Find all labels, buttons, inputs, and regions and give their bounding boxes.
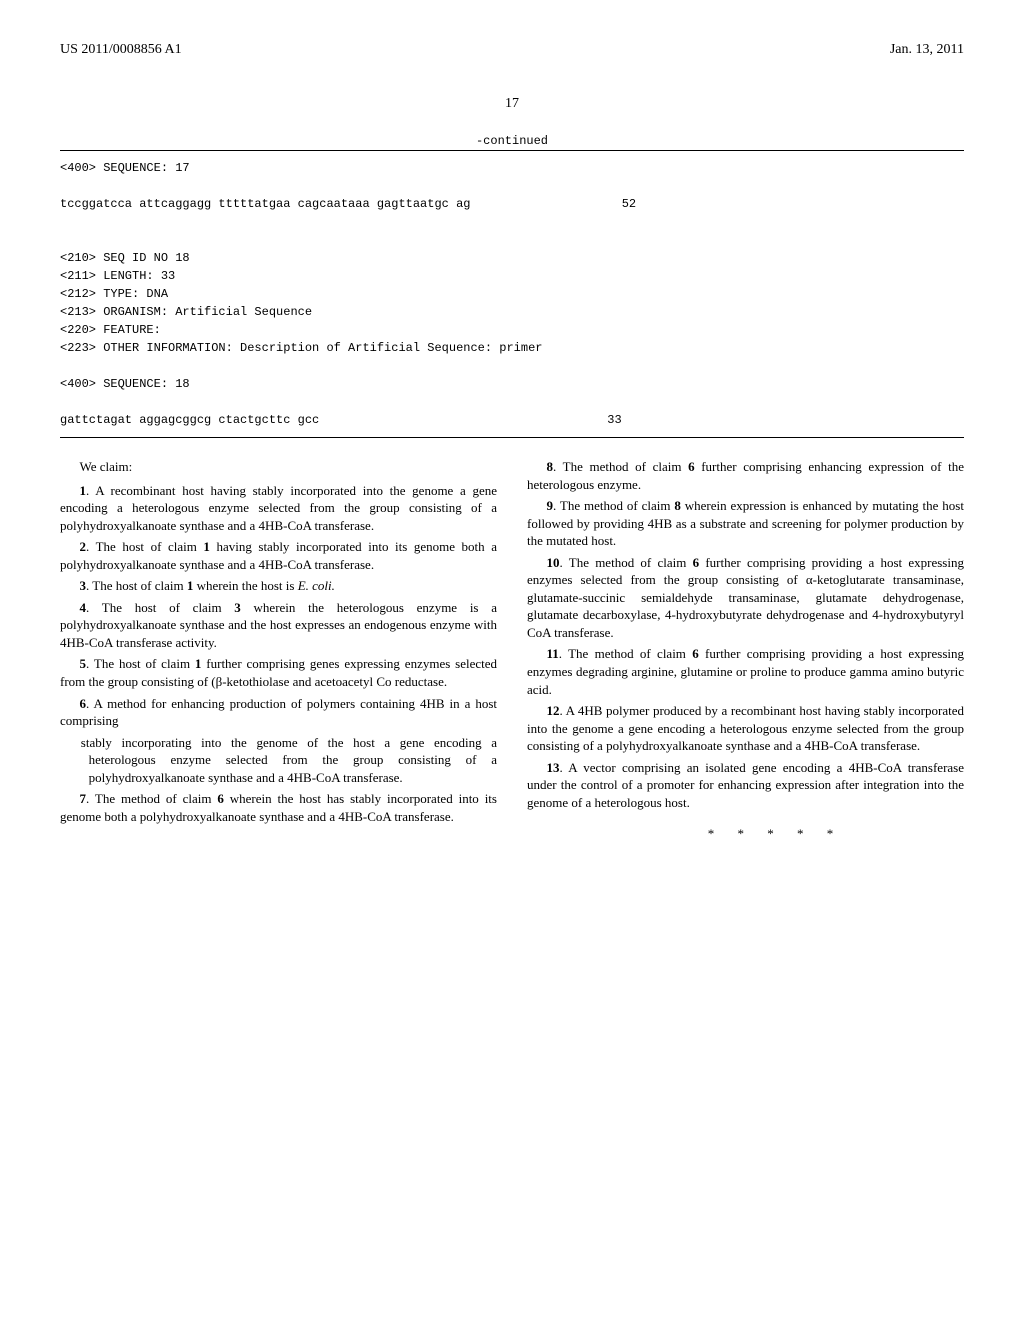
publication-date: Jan. 13, 2011 <box>890 40 964 60</box>
seq18-organism: <213> ORGANISM: Artificial Sequence <box>60 305 312 319</box>
claim-10: 10. The method of claim 6 further compri… <box>527 554 964 642</box>
claim-1: 1. A recombinant host having stably inco… <box>60 482 497 535</box>
claim-13: 13. A vector comprising an isolated gene… <box>527 759 964 812</box>
claim-5: 5. The host of claim 1 further comprisin… <box>60 655 497 690</box>
claim-4: 4. The host of claim 3 wherein the heter… <box>60 599 497 652</box>
claim-6: 6. A method for enhancing production of … <box>60 695 497 730</box>
seq18-id: <210> SEQ ID NO 18 <box>60 251 190 265</box>
claim-8: 8. The method of claim 6 further compris… <box>527 458 964 493</box>
seq18-length: 33 <box>607 413 621 427</box>
end-stars: * * * * * <box>587 825 964 843</box>
continued-label: -continued <box>60 133 964 150</box>
seq18-other-info: <223> OTHER INFORMATION: Description of … <box>60 341 542 355</box>
right-column: 8. The method of claim 6 further compris… <box>527 458 964 843</box>
left-column: We claim: 1. A recombinant host having s… <box>60 458 497 843</box>
seq17-header: <400> SEQUENCE: 17 <box>60 161 190 175</box>
seq18-header: <400> SEQUENCE: 18 <box>60 377 190 391</box>
seq18-sequence: gattctagat aggagcggcg ctactgcttc gcc <box>60 413 319 427</box>
page-header: US 2011/0008856 A1 Jan. 13, 2011 <box>60 40 964 64</box>
seq18-type: <212> TYPE: DNA <box>60 287 168 301</box>
claim-2: 2. The host of claim 1 having stably inc… <box>60 538 497 573</box>
claim-6-sub: stably incorporating into the genome of … <box>89 734 497 787</box>
sequence-listing: <400> SEQUENCE: 17 tccggatcca attcaggagg… <box>60 150 964 438</box>
seq18-length-line: <211> LENGTH: 33 <box>60 269 175 283</box>
claims-columns: We claim: 1. A recombinant host having s… <box>60 458 964 843</box>
seq17-sequence: tccggatcca attcaggagg tttttatgaa cagcaat… <box>60 197 470 211</box>
publication-number: US 2011/0008856 A1 <box>60 40 182 60</box>
seq18-feature: <220> FEATURE: <box>60 323 161 337</box>
claim-12: 12. A 4HB polymer produced by a recombin… <box>527 702 964 755</box>
claim-9: 9. The method of claim 8 wherein express… <box>527 497 964 550</box>
claims-intro: We claim: <box>60 458 497 476</box>
claim-7: 7. The method of claim 6 wherein the hos… <box>60 790 497 825</box>
seq17-length: 52 <box>622 197 636 211</box>
claim-11: 11. The method of claim 6 further compri… <box>527 645 964 698</box>
page-number: 17 <box>60 94 964 114</box>
claim-3: 3. The host of claim 1 wherein the host … <box>60 577 497 595</box>
